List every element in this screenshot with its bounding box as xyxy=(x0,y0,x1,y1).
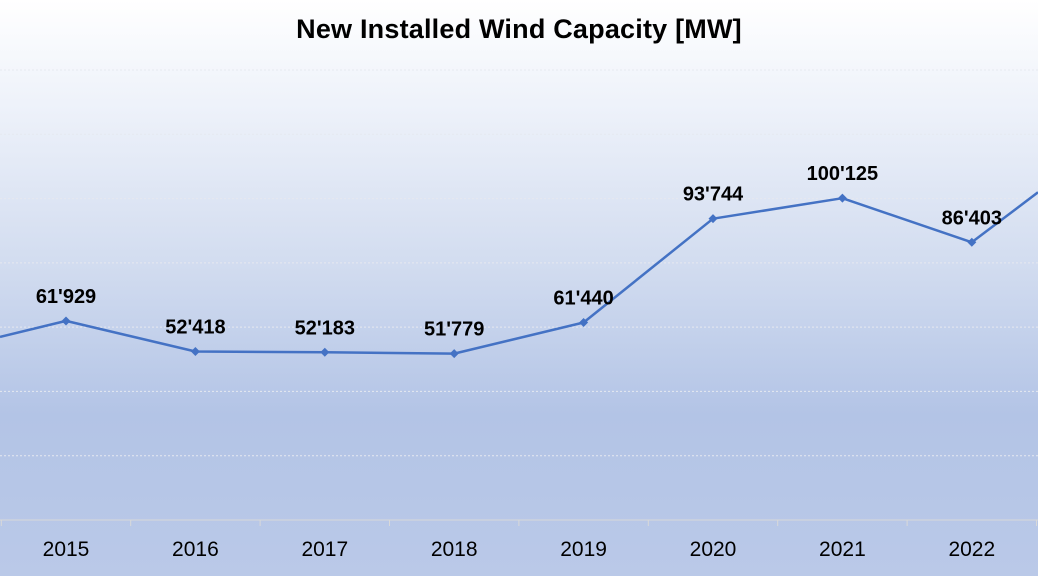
x-tick-label-2015: 2015 xyxy=(43,538,90,561)
x-tick-label-2021: 2021 xyxy=(819,538,866,561)
data-markers xyxy=(61,193,977,359)
data-point-2015 xyxy=(61,316,71,326)
x-tick-label-2017: 2017 xyxy=(301,538,348,561)
data-label-2019: 61'440 xyxy=(553,288,613,310)
data-point-2017 xyxy=(320,347,330,357)
data-label-2016: 52'418 xyxy=(165,317,225,339)
x-tick-label-2022: 2022 xyxy=(948,538,995,561)
data-point-2018 xyxy=(449,349,459,359)
data-point-2021 xyxy=(837,193,847,203)
data-point-2016 xyxy=(190,347,200,357)
gridlines xyxy=(0,69,1038,457)
data-label-2015: 61'929 xyxy=(36,286,96,308)
x-axis-tick-labels: 2015 2016 2017 2018 2019 2020 2021 2022 xyxy=(43,538,996,561)
x-tick-label-2019: 2019 xyxy=(560,538,607,561)
data-label-2017: 52'183 xyxy=(295,317,355,339)
data-point-2019 xyxy=(579,318,589,328)
data-label-2018: 51'779 xyxy=(424,319,484,341)
data-labels: 61'929 52'418 52'183 51'779 61'440 93'744 100'… xyxy=(36,163,1002,340)
x-tick-label-2016: 2016 xyxy=(172,538,219,561)
data-label-2021: 100'125 xyxy=(807,163,879,185)
data-label-2022: 86'403 xyxy=(942,207,1002,229)
data-label-2020: 93'744 xyxy=(683,184,744,206)
x-tick-label-2020: 2020 xyxy=(690,538,737,561)
chart-title: New Installed Wind Capacity [MW] xyxy=(296,14,742,44)
data-point-2022 xyxy=(967,237,977,247)
series-line xyxy=(0,191,1038,355)
data-point-2020 xyxy=(708,214,718,224)
x-tick-label-2018: 2018 xyxy=(431,538,478,561)
x-axis-ticks xyxy=(0,520,1037,526)
